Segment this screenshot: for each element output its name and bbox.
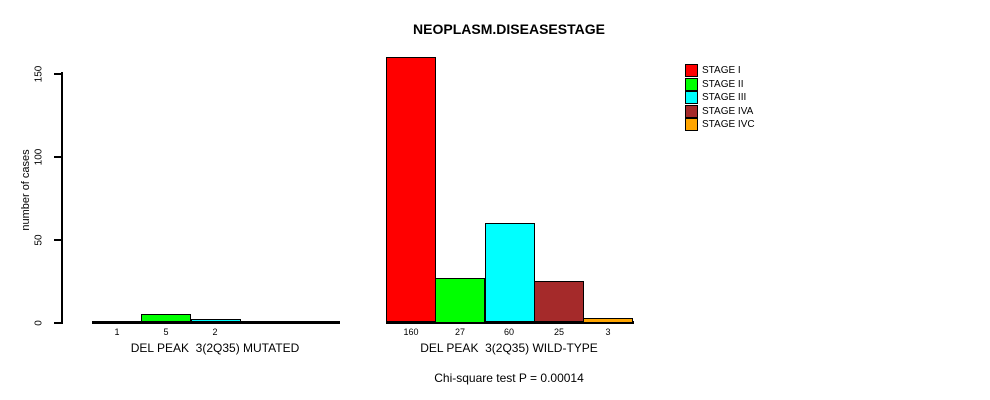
bar-value-label: 3 (605, 327, 611, 337)
legend-swatch (685, 78, 698, 91)
y-tick (54, 156, 61, 158)
y-tick-label: 50 (33, 234, 45, 246)
chart-title: NEOPLASM.DISEASESTAGE (413, 21, 605, 37)
legend-swatch (685, 118, 698, 131)
y-tick-label: 150 (33, 65, 45, 83)
group-label: DEL PEAK 3(2Q35) WILD-TYPE (420, 341, 598, 355)
y-axis-label: number of cases (20, 149, 32, 231)
legend-label: STAGE IVC (702, 119, 755, 130)
y-tick-label: 0 (33, 320, 45, 326)
legend-label: STAGE II (702, 79, 744, 90)
bar (141, 314, 191, 322)
bar (485, 223, 535, 322)
legend-swatch (685, 105, 698, 118)
bar-value-label: 5 (163, 327, 169, 337)
group-label: DEL PEAK 3(2Q35) MUTATED (130, 341, 300, 355)
bar-value-label: 1 (114, 327, 120, 337)
legend-item: STAGE II (685, 78, 795, 91)
bar (435, 278, 485, 323)
y-tick (54, 73, 61, 75)
bar (386, 57, 436, 322)
bar-value-label: 160 (403, 327, 419, 337)
legend-item: STAGE IVC (685, 118, 795, 131)
legend-label: STAGE IVA (702, 106, 754, 117)
group-axis-line (386, 321, 634, 324)
y-tick (54, 239, 61, 241)
legend-label: STAGE I (702, 65, 741, 76)
chi-square-annotation: Chi-square test P = 0.00014 (434, 371, 584, 385)
bar-value-label: 2 (212, 327, 218, 337)
legend-item: STAGE III (685, 91, 795, 104)
bar (583, 318, 633, 323)
bar-value-label: 25 (553, 327, 565, 337)
bar (534, 281, 584, 322)
bar-value-label: 27 (454, 327, 466, 337)
legend-swatch (685, 91, 698, 104)
group-axis-line (92, 321, 340, 324)
y-tick-label: 100 (33, 148, 45, 166)
legend-item: STAGE I (685, 64, 795, 77)
bar-value-label: 60 (503, 327, 515, 337)
legend-swatch (685, 64, 698, 77)
bar (191, 319, 241, 322)
y-tick (54, 322, 61, 324)
legend-item: STAGE IVA (685, 105, 795, 118)
bar (92, 321, 142, 323)
y-axis-line (61, 72, 63, 324)
legend-label: STAGE III (702, 92, 747, 103)
